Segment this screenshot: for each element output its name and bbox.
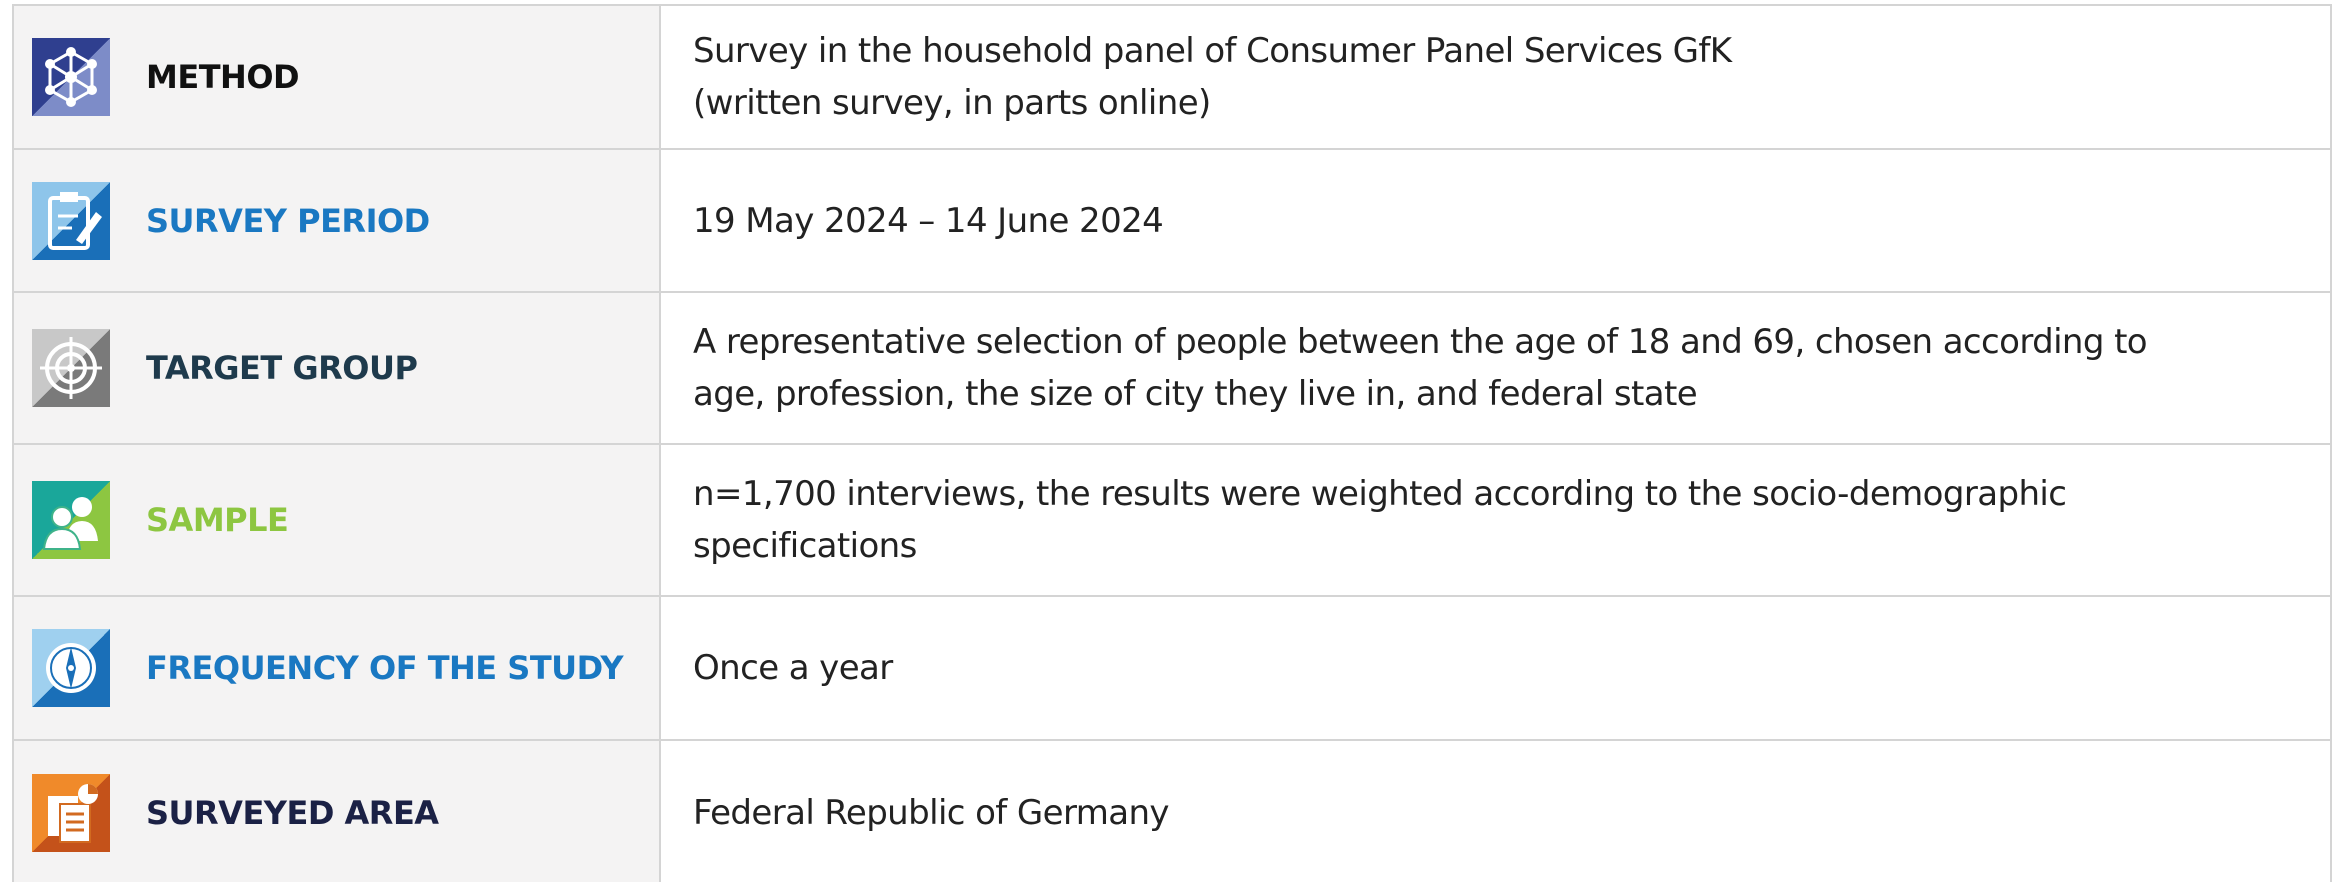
label-cell: TARGET GROUP <box>12 293 661 443</box>
value-line: Once a year <box>693 648 893 688</box>
table-row: SURVEYED AREA Federal Republic of Germany <box>12 739 2332 882</box>
table-row: SURVEY PERIOD 19 May 2024 – 14 June 2024 <box>12 148 2332 291</box>
value-cell: A representative selection of people bet… <box>661 293 2332 443</box>
row-label: FREQUENCY OF THE STUDY <box>146 649 624 687</box>
row-value: Survey in the household panel of Consume… <box>693 25 1732 129</box>
value-cell: 19 May 2024 – 14 June 2024 <box>661 150 2332 291</box>
row-icon <box>32 181 110 260</box>
row-label: SURVEY PERIOD <box>146 201 430 240</box>
label-cell: SURVEY PERIOD <box>12 150 661 291</box>
value-line: 19 May 2024 – 14 June 2024 <box>693 200 1164 241</box>
value-line: n=1,700 interviews, the results were wei… <box>693 474 2067 514</box>
label-cell: SURVEYED AREA <box>12 741 661 882</box>
value-line: age, profession, the size of city they l… <box>693 374 1698 414</box>
row-icon <box>32 773 110 852</box>
label-cell: FREQUENCY OF THE STUDY <box>12 597 661 739</box>
row-icon <box>32 481 110 559</box>
label-cell: METHOD <box>12 6 661 148</box>
table-row: FREQUENCY OF THE STUDY Once a year <box>12 595 2332 739</box>
value-cell: n=1,700 interviews, the results were wei… <box>661 445 2332 595</box>
value-line: Federal Republic of Germany <box>693 792 1170 833</box>
row-icon <box>32 629 110 707</box>
row-value: Once a year <box>693 642 893 694</box>
row-label: SAMPLE <box>146 501 289 539</box>
label-cell: SAMPLE <box>12 445 661 595</box>
value-line: Survey in the household panel of Consume… <box>693 31 1732 71</box>
row-value: Federal Republic of Germany <box>693 787 1170 839</box>
table-row: TARGET GROUP A representative selection o… <box>12 291 2332 443</box>
row-value: A representative selection of people bet… <box>693 316 2148 420</box>
row-icon <box>32 329 110 407</box>
row-value: 19 May 2024 – 14 June 2024 <box>693 195 1164 247</box>
value-cell: Survey in the household panel of Consume… <box>661 6 2332 148</box>
value-line: specifications <box>693 526 917 566</box>
value-line: A representative selection of people bet… <box>693 322 2148 362</box>
value-cell: Once a year <box>661 597 2332 739</box>
table-row: METHOD Survey in the household panel of C… <box>12 4 2332 148</box>
row-icon <box>32 38 110 116</box>
row-label: TARGET GROUP <box>146 349 418 387</box>
table-row: SAMPLE n=1,700 interviews, the results we… <box>12 443 2332 595</box>
value-line: (written survey, in parts online) <box>693 83 1211 123</box>
row-value: n=1,700 interviews, the results were wei… <box>693 468 2067 572</box>
value-cell: Federal Republic of Germany <box>661 741 2332 882</box>
row-label: SURVEYED AREA <box>146 793 439 832</box>
row-label: METHOD <box>146 58 300 96</box>
